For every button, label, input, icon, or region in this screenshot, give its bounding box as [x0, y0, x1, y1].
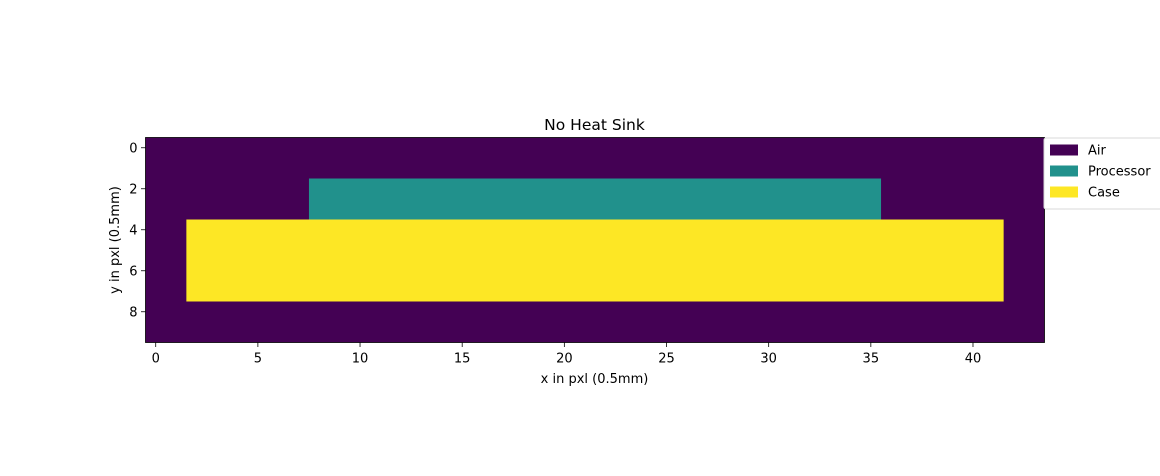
- plot-frame: [145, 137, 1045, 343]
- y-tick-label: 0: [129, 141, 137, 156]
- x-tick-label: 5: [254, 352, 262, 367]
- region-processor: [308, 178, 882, 220]
- y-tick-label: 2: [129, 182, 137, 197]
- legend-label-processor: Processor: [1088, 165, 1151, 180]
- x-tick-label: 25: [658, 352, 675, 367]
- legend-label-case: Case: [1088, 186, 1120, 201]
- y-tick-label: 8: [129, 305, 137, 320]
- x-tick-label: 35: [863, 352, 880, 367]
- y-axis-label: y in pxl (0.5mm): [108, 186, 123, 294]
- chart-title: No Heat Sink: [544, 116, 645, 134]
- legend-swatch-air: [1050, 144, 1078, 156]
- x-tick-label: 20: [556, 352, 573, 367]
- legend-swatch-processor: [1050, 165, 1078, 177]
- x-tick-label: 10: [352, 352, 369, 367]
- x-tick-label: 15: [454, 352, 471, 367]
- x-tick-label: 0: [152, 352, 160, 367]
- legend-swatch-case: [1050, 186, 1078, 198]
- y-tick-label: 6: [129, 264, 137, 279]
- y-tick-label: 4: [129, 223, 137, 238]
- y-axis: 0 2 4 6 8: [129, 141, 146, 320]
- x-axis: 0 5 10 15 20 25 30 35 40: [152, 342, 982, 367]
- legend-label-air: Air: [1088, 144, 1107, 159]
- plot-area: [145, 137, 1045, 343]
- legend: Air Processor Case: [1043, 137, 1160, 210]
- x-tick-label: 40: [965, 352, 982, 367]
- x-tick-label: 30: [760, 352, 777, 367]
- region-case: [186, 219, 1004, 302]
- x-axis-label: x in pxl (0.5mm): [541, 372, 649, 387]
